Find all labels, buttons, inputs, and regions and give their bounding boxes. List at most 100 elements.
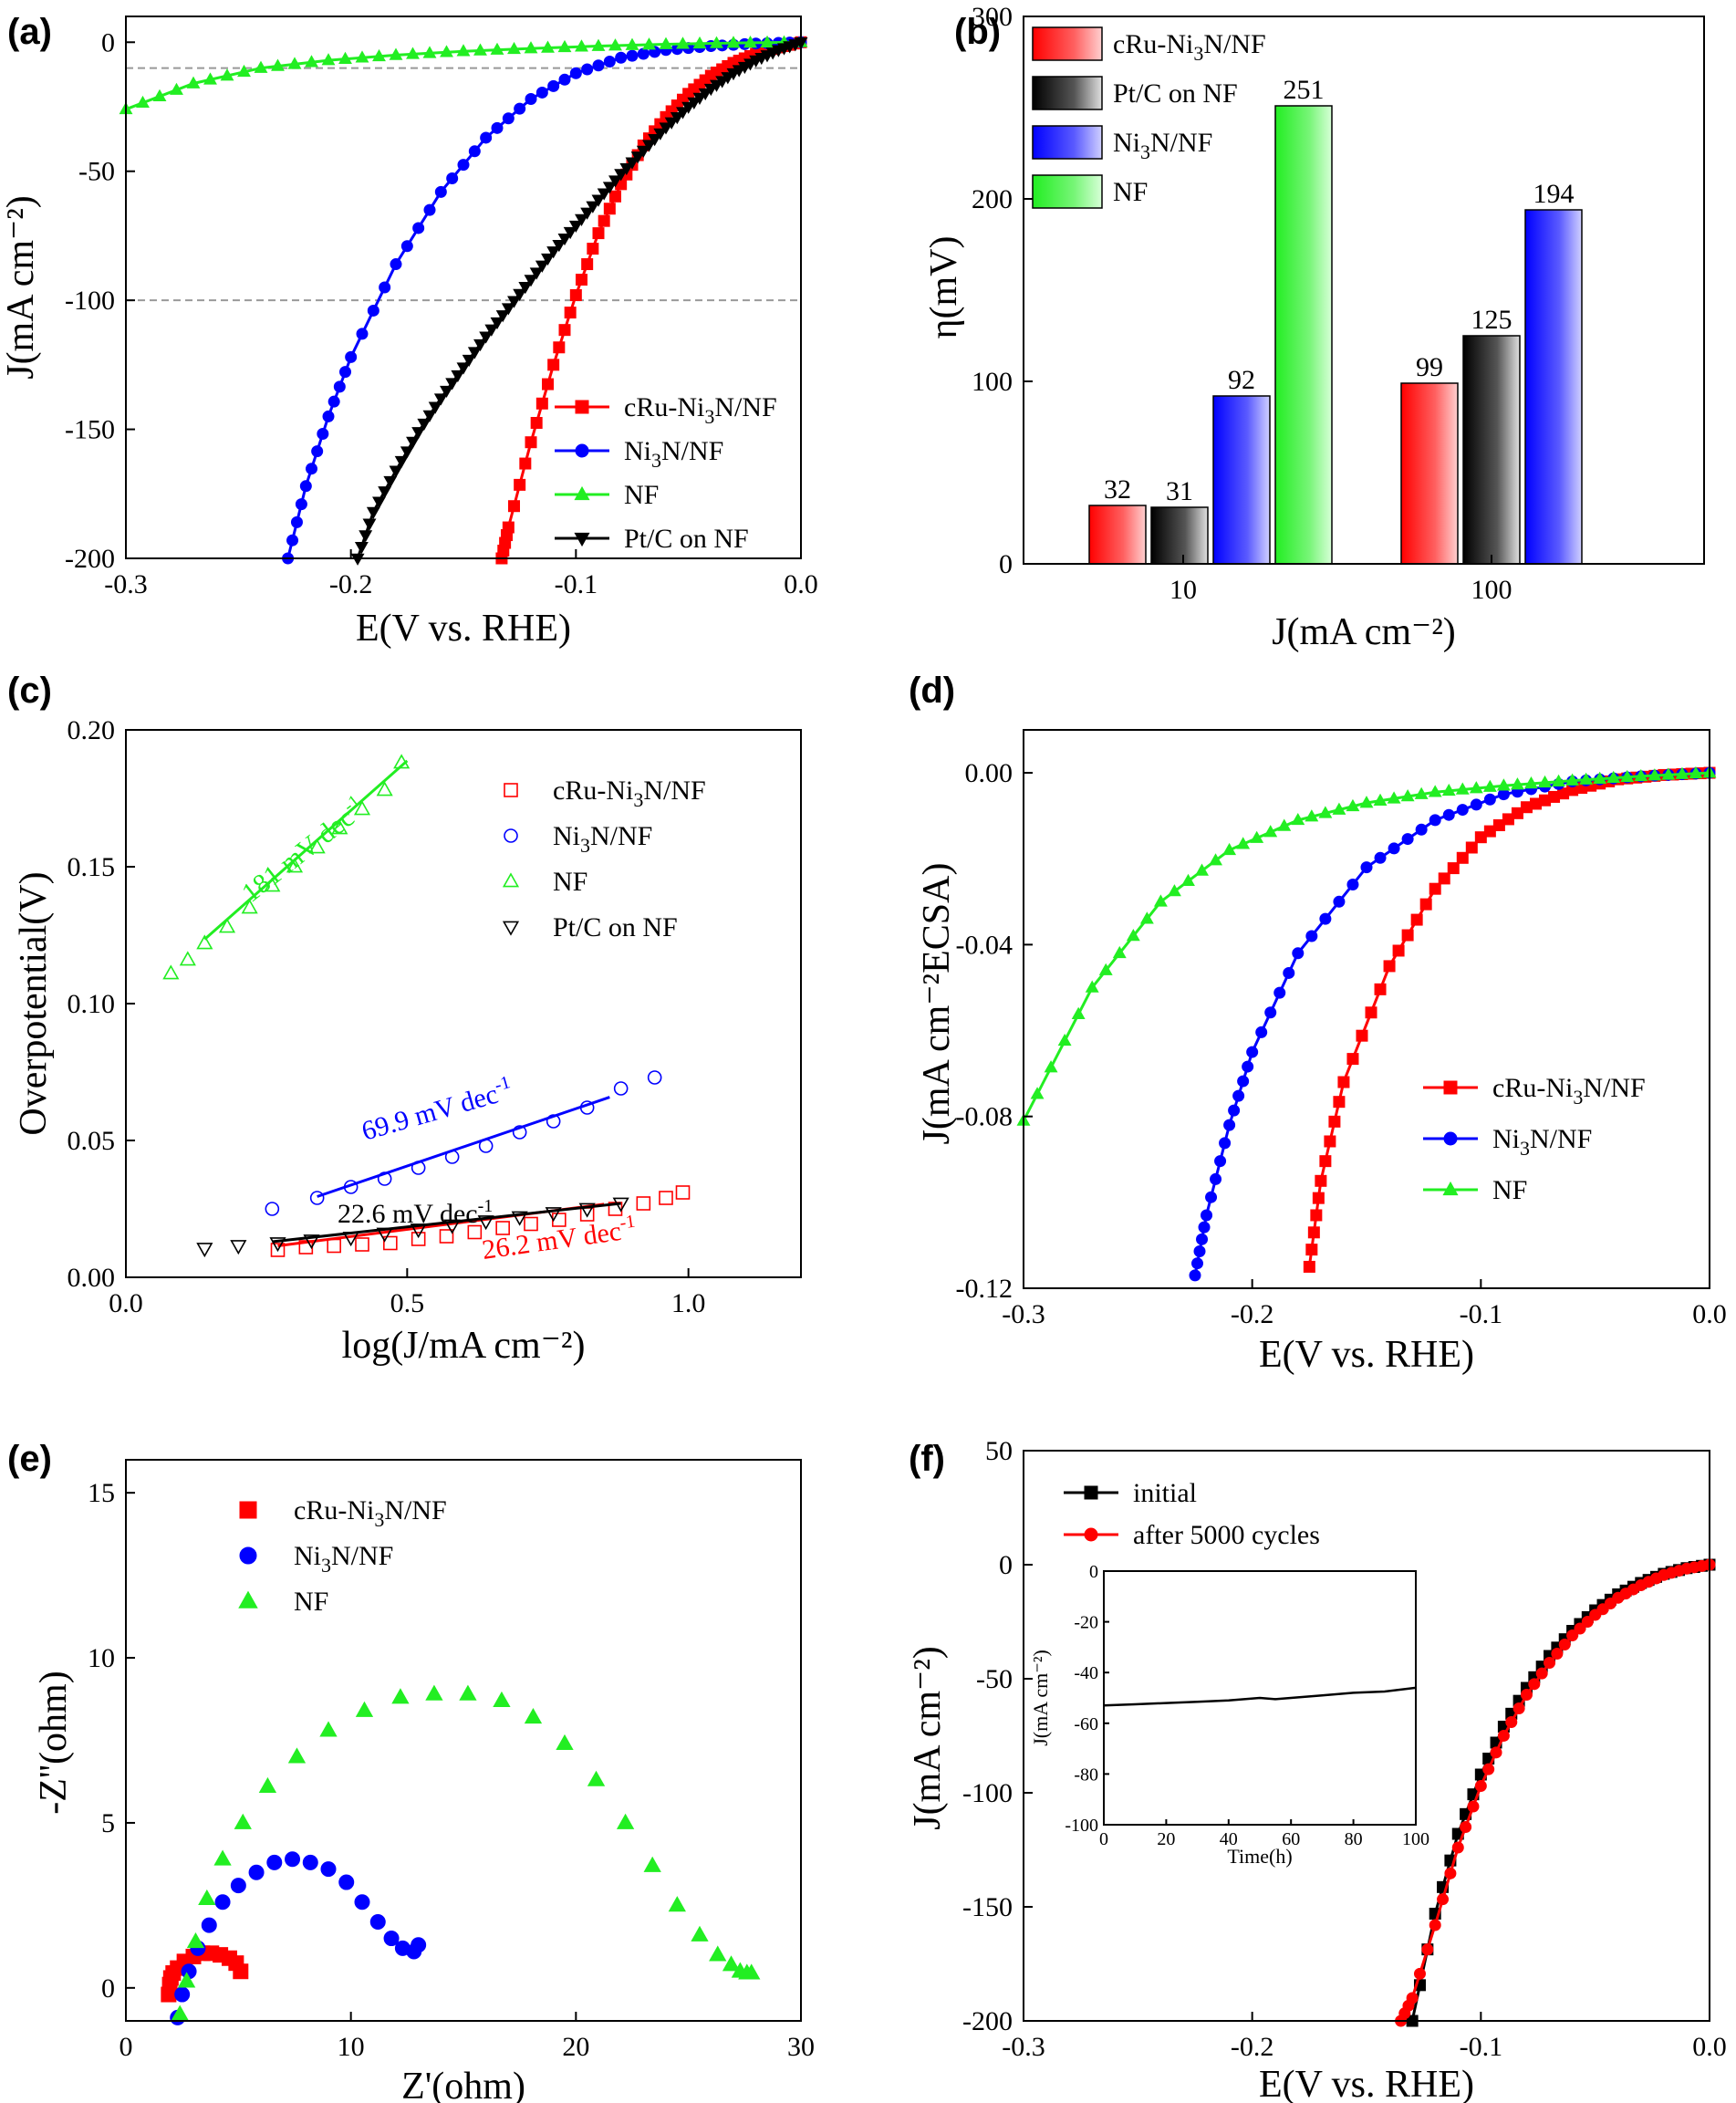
panel-f-series-after-5000-cycles-point (1413, 1967, 1426, 1980)
panel-c-letter: (c) (7, 671, 52, 711)
panel-d-series-cru-ni-n-nf-point (1324, 1135, 1336, 1148)
panel-a-series-cru-ni-n-nf-point (535, 397, 548, 410)
panel-d-series-ni-n-nf-point (1232, 1089, 1245, 1102)
panel-e-series-nf-point (234, 1813, 252, 1829)
panel-d-series-nf-point (1209, 853, 1223, 866)
panel-a-series-ni-n-nf-point (412, 222, 425, 234)
panel-e-legend-ni-n-nf-marker (239, 1546, 257, 1565)
panel-a-series-cru-ni-n-nf-point (508, 500, 520, 513)
panel-d-series-nf-point (1428, 785, 1442, 797)
panel-a-series-ni-n-nf-point (327, 395, 340, 408)
panel-a-series-pt-c-on-nf-point (422, 410, 437, 422)
panel-d-series-ni-n-nf-point (1401, 833, 1414, 846)
panel-a-series-ni-n-nf-point (333, 380, 346, 393)
panel-d-series-cru-ni-n-nf-point (1312, 1192, 1325, 1204)
panel-d-series-nf-point (1675, 766, 1689, 779)
panel-e-legend-cru-ni-n-nf-marker (239, 1501, 257, 1519)
panel-c-y-tick-label: 0.10 (68, 989, 116, 1019)
panel-d-series-cru-ni-n-nf-point (1502, 813, 1514, 826)
panel-c-x-tick-label: 1.0 (671, 1288, 706, 1318)
panel-d-series-cru-ni-n-nf-point (1310, 1209, 1323, 1222)
panel-b-x-tick-label: 100 (1471, 575, 1513, 605)
panel-e-x-tick-label: 10 (338, 2032, 365, 2062)
panel-d-series-ni-n-nf-point (1255, 1025, 1268, 1038)
panel-f-series-after-5000-cycles-point (1589, 1608, 1602, 1621)
panel-a-series-pt-c-on-nf-point (445, 378, 460, 390)
panel-a-series-cru-ni-n-nf-point (553, 341, 566, 354)
panel-a-series-ni-n-nf-point (558, 73, 571, 86)
panel-b-bar-ni-n-nf-10 (1212, 395, 1271, 565)
panel-d-series-ni-n-nf-point (1442, 808, 1455, 821)
panel-a-series-nf-point (422, 46, 437, 58)
panel-a-x-tick-label: -0.1 (555, 569, 598, 599)
panel-a-series-nf-point (321, 53, 336, 66)
panel-c-legend-ni-n-nf-marker (504, 828, 518, 843)
panel-c-legend-nf-label: NF (553, 867, 587, 897)
panel-e-series-ni-n-nf-point (411, 1937, 427, 1953)
panel-a-series-ni-n-nf-point (317, 428, 329, 441)
panel-e-series-nf-point (213, 1849, 232, 1866)
panel-a-series-pt-c-on-nf-point (490, 317, 504, 330)
panel-a: (a) -0.3 -0.2 -0.1 0.0 0 -50 -100 -150 -200 E(V … (0, 12, 818, 650)
panel-a-series-pt-c-on-nf-point (625, 157, 639, 170)
panel-d-series-cru-ni-n-nf-point (1383, 960, 1396, 973)
panel-c-legend-cru-ni-n-nf-label: cRu-Ni3N/NF (553, 776, 706, 811)
panel-f-plot-area (1023, 1450, 1710, 2022)
panel-d-series-nf-point (1387, 791, 1401, 804)
panel-d-series-nf-point (1236, 837, 1251, 849)
panel-c-series-ni-n-nf-point (613, 1081, 629, 1096)
panel-b-y-axis-title: η(mV) (923, 236, 965, 339)
panel-a-series-pt-c-on-nf-point (608, 175, 622, 188)
panel-f-series-after-5000-cycles-point (1581, 1616, 1594, 1628)
panel-d-series-nf-point (1648, 768, 1662, 781)
panel-a-series-pt-c-on-nf-point (411, 427, 426, 440)
panel-e-y-tick-label: 10 (88, 1643, 115, 1673)
panel-d-series-cru-ni-n-nf-point (1419, 898, 1432, 911)
panel-c-series-pt-c-on-nf-point (443, 1219, 461, 1234)
panel-a-series-ni-n-nf-point (603, 56, 616, 68)
panel-a-legend-ni-n-nf-label: Ni3N/NF (624, 436, 723, 472)
panel-c-series-cru-ni-n-nf-point (327, 1238, 341, 1254)
panel-d-series-ni-n-nf-point (1219, 1137, 1232, 1150)
panel-a-series-pt-c-on-nf-point (619, 162, 634, 176)
panel-a-series-ni-n-nf-point (400, 240, 413, 253)
panel-d-series-nf-point (1455, 782, 1470, 795)
panel-a-series-ni-n-nf-point (390, 258, 402, 271)
panel-e-series-nf-point (616, 1813, 635, 1829)
panel-a-series-nf-point (186, 76, 201, 88)
panel-d-series-nf-point (1579, 772, 1594, 785)
panel-c-series-nf-point (331, 819, 348, 835)
panel-e-x-tick-label: 20 (562, 2032, 589, 2062)
panel-a-x-axis-title: E(V vs. RHE) (356, 608, 571, 650)
panel-e-series-nf-point (587, 1770, 606, 1786)
panel-c-series-ni-n-nf-point (265, 1202, 280, 1216)
panel-a-series-pt-c-on-nf-point (535, 260, 549, 273)
panel-c-y-tick-label: 0.20 (68, 715, 116, 745)
panel-f-series-after-5000-cycles-point (1437, 1893, 1450, 1906)
panel-d-series-ni-n-nf-point (1201, 1209, 1213, 1222)
panel-c-series-cru-ni-n-nf-point (439, 1229, 454, 1244)
panel-f-x-axis-title: E(V vs. RHE) (1259, 2064, 1474, 2103)
panel-e-letter: (e) (7, 1439, 52, 1479)
panel-b-bar-ni-n-nf-100 (1524, 209, 1583, 565)
panel-e-series-ni-n-nf-point (174, 1986, 191, 2003)
panel-a-series-pt-c-on-nf-point (568, 220, 583, 234)
panel-a-series-ni-n-nf-point (290, 515, 303, 528)
panel-a-series-pt-c-on-nf-point (597, 188, 611, 201)
panel-c-series-nf-point (196, 934, 213, 950)
panel-e-series-nf-point (643, 1856, 661, 1872)
panel-a-series-pt-c-on-nf-point (614, 169, 629, 182)
panel-a-series-cru-ni-n-nf-point (514, 478, 526, 491)
panel-a-y-tick-label: -100 (65, 286, 115, 316)
panel-c-series-nf-point (241, 899, 258, 914)
panel-b-bar-cru-ni-n-nf-10 (1088, 505, 1147, 565)
panel-a-series-ni-n-nf-point (626, 49, 639, 62)
panel-d-series-cru-ni-n-nf-point (1333, 1096, 1346, 1109)
panel-a-series-ni-n-nf-point (457, 159, 470, 172)
panel-a-series-cru-ni-n-nf-point (603, 203, 616, 215)
panel-b-bar-nf-10 (1274, 105, 1333, 565)
panel-d-series-ni-n-nf-point (1483, 793, 1496, 806)
panel-a-series-nf-point (355, 50, 369, 63)
panel-d-series-nf-point (1153, 894, 1168, 907)
panel-a-series-pt-c-on-nf-point (433, 393, 448, 406)
